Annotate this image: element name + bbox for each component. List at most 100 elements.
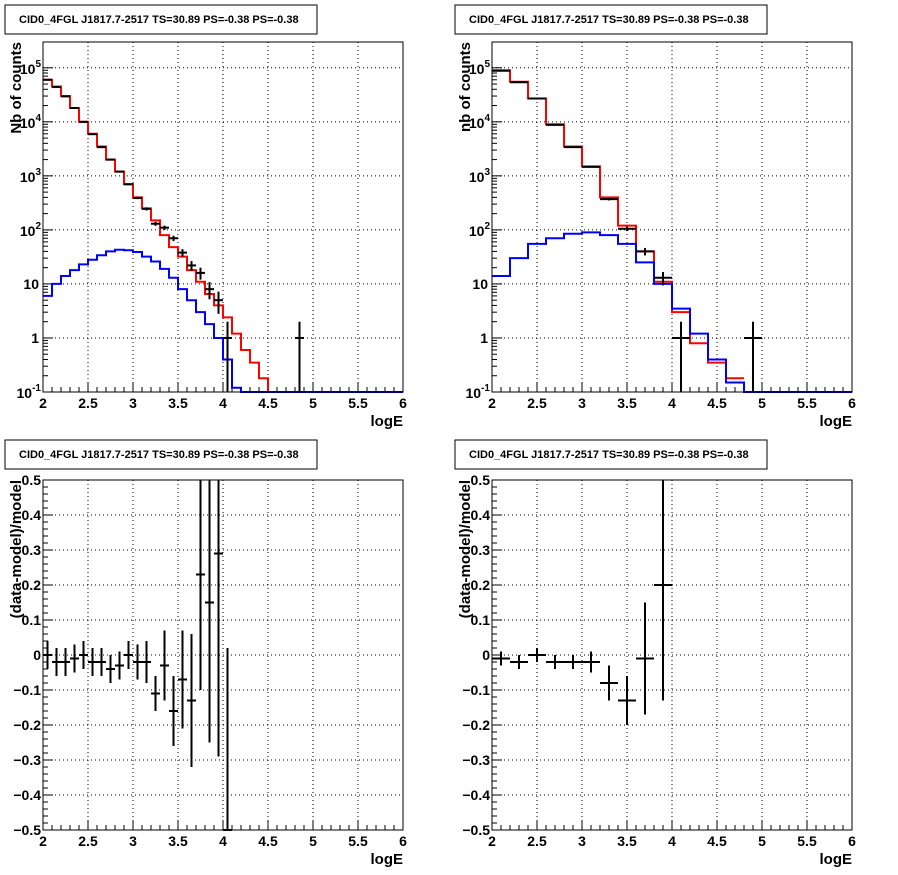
x-tick-label: 6: [848, 833, 856, 849]
plot-frame: [491, 41, 853, 393]
panel-bottom-left: CID0_4FGL J1817.7-2517 TS=30.89 PS=-0.38…: [4, 439, 407, 868]
data-point: [492, 651, 510, 666]
y-tick-label: −0.3: [13, 752, 41, 768]
y-tick-label: 1: [31, 330, 39, 346]
y-tick-label: −0.5: [13, 822, 41, 838]
data-point: [61, 648, 70, 676]
data-point: [205, 282, 214, 300]
data-point: [564, 146, 582, 149]
data-point: [672, 321, 690, 392]
x-tick-label: 3: [578, 395, 586, 411]
x-tick-label: 6: [399, 833, 407, 849]
x-tick-label: 4: [219, 395, 227, 411]
data-point: [124, 183, 133, 186]
data-point: [115, 651, 124, 680]
y-tick-label: 10-1: [466, 383, 491, 401]
panel-top-right: CID0_4FGL J1817.7-2517 TS=30.89 PS=-0.38…: [454, 4, 856, 430]
plot-frame: [491, 479, 853, 831]
data-point: [564, 655, 582, 669]
y-tick-label: 102: [20, 221, 42, 239]
panel-title: CID0_4FGL J1817.7-2517 TS=30.89 PS=-0.38…: [469, 14, 749, 26]
y-tick-label: −0.2: [462, 717, 490, 733]
x-tick-label: 3: [578, 833, 586, 849]
data-point: [295, 321, 304, 392]
x-tick-label: 5.5: [797, 395, 817, 411]
panel-title: CID0_4FGL J1817.7-2517 TS=30.89 PS=-0.38…: [19, 449, 299, 461]
data-point: [160, 630, 169, 701]
x-tick-label: 2.5: [527, 395, 547, 411]
data-point: [582, 165, 600, 168]
y-tick-label: 104: [20, 113, 42, 131]
x-tick-label: 5.5: [797, 833, 817, 849]
x-tick-label: 2: [39, 833, 47, 849]
panel-title: CID0_4FGL J1817.7-2517 TS=30.89 PS=-0.38…: [469, 449, 749, 461]
y-tick-label: 105: [469, 59, 491, 77]
data-point: [142, 207, 151, 211]
x-tick-label: 2.5: [78, 833, 98, 849]
y-tick-label: −0.2: [13, 717, 41, 733]
x-tick-label: 5.5: [348, 395, 368, 411]
y-tick-label: 0.4: [471, 507, 491, 523]
x-tick-label: 5: [758, 833, 766, 849]
x-tick-label: 2: [488, 833, 496, 849]
data-point: [88, 133, 97, 136]
data-point: [582, 651, 600, 673]
y-tick-label: 103: [20, 167, 42, 185]
panel-title-box: [4, 439, 318, 470]
y-tick-label: −0.4: [462, 787, 490, 803]
data-point: [600, 665, 618, 701]
x-axis-title: logE: [371, 413, 404, 430]
data-point: [142, 641, 151, 683]
data-point: [510, 655, 528, 669]
y-tick-label: 10-1: [17, 383, 42, 401]
x-tick-label: 3.5: [617, 395, 637, 411]
data-point: [178, 630, 187, 729]
data-point: [88, 648, 97, 676]
data-point: [654, 272, 672, 286]
x-axis-title: logE: [820, 851, 853, 868]
y-tick-label: 0.5: [22, 472, 42, 488]
data-point: [618, 226, 636, 232]
data-point: [79, 641, 88, 669]
y-tick-label: 103: [469, 167, 491, 185]
y-axis-title: (data-model)/model: [8, 480, 25, 618]
x-tick-label: 5: [758, 395, 766, 411]
y-tick-label: 10: [23, 276, 39, 292]
x-tick-label: 4: [219, 833, 227, 849]
panel-title-box: [454, 4, 768, 35]
data-point: [97, 648, 106, 676]
x-tick-label: 2: [39, 395, 47, 411]
x-tick-label: 4.5: [258, 833, 278, 849]
data-point: [600, 198, 618, 201]
data-point: [169, 676, 178, 746]
y-tick-label: 0.2: [471, 577, 491, 593]
data-point: [223, 321, 232, 392]
data-point: [636, 602, 654, 715]
data-point: [106, 158, 115, 161]
y-tick-label: −0.5: [462, 822, 490, 838]
data-point: [178, 249, 187, 257]
data-point: [187, 261, 196, 271]
data-point: [214, 291, 223, 314]
y-tick-label: 0.4: [22, 507, 42, 523]
y-tick-label: 0: [482, 647, 490, 663]
x-tick-label: 4.5: [707, 833, 727, 849]
x-tick-label: 5.5: [348, 833, 368, 849]
y-axis-title: (data-model)/model: [457, 480, 474, 618]
data-point: [618, 676, 636, 725]
data-point: [205, 480, 214, 743]
data-point: [115, 170, 124, 173]
y-axis-title: nb of counts: [457, 42, 474, 132]
y-tick-label: 0.1: [22, 612, 42, 628]
y-tick-label: −0.1: [462, 682, 490, 698]
data-point: [169, 235, 178, 242]
data-point: [546, 123, 564, 126]
data-point: [97, 146, 106, 149]
x-tick-label: 5: [309, 833, 317, 849]
data-point: [151, 221, 160, 226]
data-point: [196, 267, 205, 280]
y-tick-label: 105: [20, 59, 42, 77]
y-tick-label: −0.1: [13, 682, 41, 698]
x-tick-label: 3: [129, 395, 137, 411]
